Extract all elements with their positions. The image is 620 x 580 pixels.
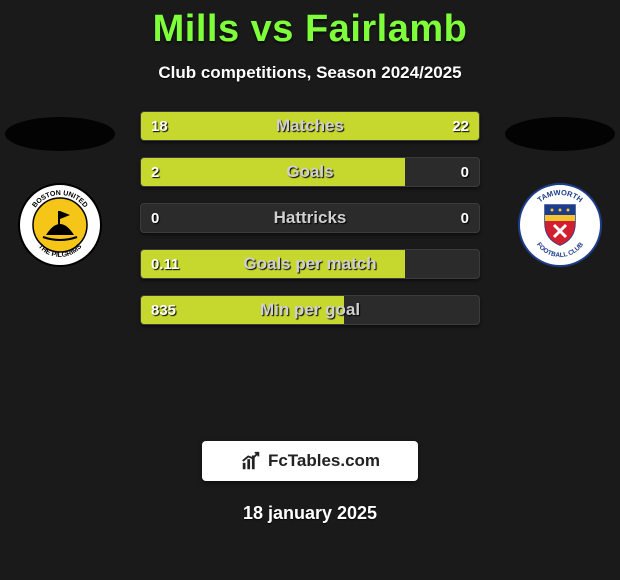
stat-value-right: 0 [461,204,469,232]
stat-row: Goals per match0.11 [140,249,480,279]
right-team-crest: TAMWORTH FOOTBALL CLUB [518,183,602,267]
brand-badge: FcTables.com [202,441,418,481]
brand-text: FcTables.com [268,451,380,471]
stat-value-right: 22 [452,112,469,140]
stat-label: Matches [141,112,479,140]
crest-svg: TAMWORTH FOOTBALL CLUB [518,183,602,267]
stat-bars: Matches1822Goals20Hattricks00Goals per m… [140,111,480,341]
left-team-crest: BOSTON UNITED THE PILGRIMS [18,183,102,267]
shadow-ellipse [5,117,115,151]
left-team-column: BOSTON UNITED THE PILGRIMS [0,111,120,371]
shadow-ellipse [505,117,615,151]
crest-svg: BOSTON UNITED THE PILGRIMS [18,183,102,267]
stat-row: Goals2 0 [140,157,480,187]
stat-value-left: 18 [151,112,168,140]
stat-value-left: 835 [151,296,176,324]
stat-row: Hattricks0 0 [140,203,480,233]
subtitle: Club competitions, Season 2024/2025 [0,63,620,83]
right-team-column: TAMWORTH FOOTBALL CLUB [500,111,620,371]
chart-icon [240,450,262,472]
content-area: BOSTON UNITED THE PILGRIMS TAMW [0,111,620,431]
stat-value-left: 2 [151,158,159,186]
infographic-root: Mills vs Fairlamb Club competitions, Sea… [0,0,620,580]
stat-value-left: 0.11 [151,250,179,278]
stat-label: Hattricks [141,204,479,232]
stat-value-right: 0 [461,158,469,186]
stat-label: Goals [141,158,479,186]
page-title: Mills vs Fairlamb [0,8,620,51]
stat-row: Min per goal835 [140,295,480,325]
date-text: 18 january 2025 [0,503,620,524]
stat-label: Goals per match [141,250,479,278]
stat-label: Min per goal [141,296,479,324]
stat-row: Matches18 22 [140,111,480,141]
stat-value-left: 0 [151,204,159,232]
